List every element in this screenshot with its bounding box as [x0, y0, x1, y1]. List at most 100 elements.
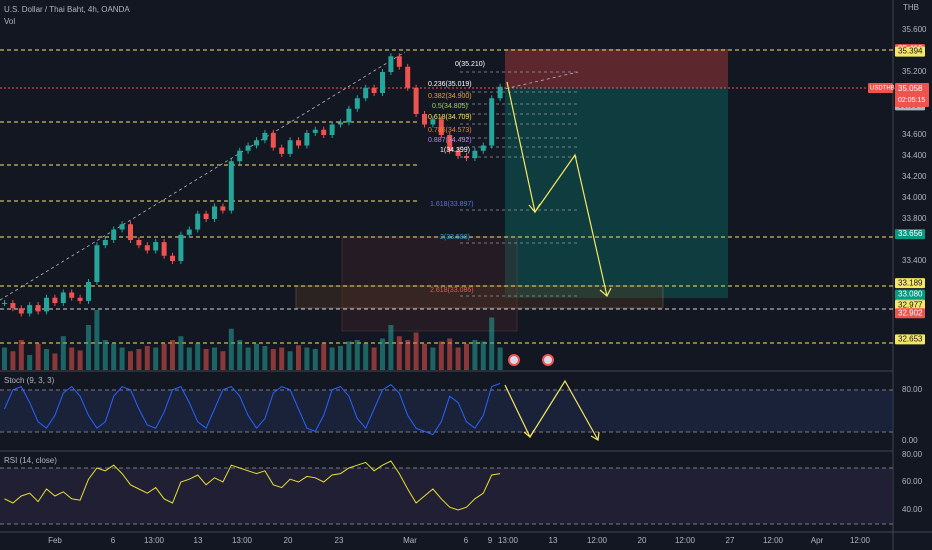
- time-label: 12:00: [587, 536, 608, 545]
- candle: [10, 303, 16, 309]
- candle: [270, 132, 276, 148]
- volume-bar: [396, 336, 402, 370]
- trend-line: [499, 71, 579, 91]
- price-tick-label: 34.000: [902, 193, 927, 202]
- volume-bar: [203, 349, 209, 370]
- price-tag: 32.902: [898, 308, 923, 317]
- arrowhead: [523, 429, 535, 438]
- volume-bar: [136, 349, 142, 370]
- time-label: Mar: [403, 536, 417, 545]
- candle: [170, 255, 175, 261]
- price-tag-bg: [895, 46, 925, 57]
- rsi-tick-label: 60.00: [902, 477, 923, 486]
- event-icon[interactable]: [508, 354, 520, 366]
- time-label: 9: [488, 536, 493, 545]
- volume-bar: [338, 346, 343, 370]
- countdown: 02:05:15: [898, 97, 925, 104]
- price-tag: 32.653: [898, 335, 923, 344]
- stoch-tick-label: 80.00: [902, 385, 923, 394]
- volume-bar: [178, 336, 184, 370]
- volume-bar: [128, 351, 133, 370]
- candle: [464, 156, 469, 159]
- zone-box: [295, 285, 664, 309]
- arrowhead: [528, 203, 541, 214]
- stoch-arrow: [504, 379, 599, 441]
- candle: [178, 234, 184, 261]
- fib-label: 0(35.210): [455, 61, 485, 68]
- stoch-band: [0, 390, 893, 432]
- fib-label: 2.618(33.086): [430, 287, 474, 294]
- candle: [422, 114, 427, 125]
- candle: [60, 292, 66, 303]
- volume-bar: [195, 343, 201, 370]
- rsi-band: [0, 468, 893, 524]
- candle: [94, 245, 100, 282]
- time-label: 20: [284, 536, 293, 545]
- volume-bar: [77, 350, 83, 370]
- candle: [245, 145, 251, 151]
- price-tick-label: 34.400: [902, 151, 927, 160]
- volume-bar: [430, 347, 436, 370]
- price-tag-bg: [895, 229, 925, 240]
- event-icon[interactable]: [542, 354, 554, 366]
- volume-bar: [270, 349, 276, 370]
- symbol-tag: USDTHB: [870, 86, 895, 92]
- symbol-title: U.S. Dollar / Thai Baht, 4h, OANDA: [4, 5, 130, 14]
- rsi-line: [4, 460, 501, 511]
- candle: [52, 297, 58, 303]
- candle: [153, 242, 159, 251]
- volume-bar: [60, 336, 66, 370]
- dynamic: 35.600 35.200 34.600 34.400 34.200 34.000 33.8…: [2, 25, 929, 545]
- price-tag-bg: [895, 278, 925, 289]
- rsi-tick-label: 80.00: [902, 450, 923, 459]
- price-tag-bg: [895, 289, 925, 300]
- candle: [438, 119, 444, 135]
- candle: [254, 140, 259, 146]
- price-tag-bg: [895, 300, 925, 311]
- zone-box: [341, 236, 518, 332]
- candle: [279, 147, 285, 154]
- candle: [312, 129, 318, 133]
- volume-bar: [405, 340, 411, 370]
- volume-bar: [480, 341, 486, 370]
- fib-label: 0.5(34.805): [432, 103, 468, 110]
- candle: [472, 150, 478, 159]
- volume-bar: [497, 347, 503, 370]
- rsi-tick-label: 40.00: [902, 505, 923, 514]
- volume-bar: [94, 310, 100, 370]
- volume-bar: [2, 347, 7, 370]
- volume-bar: [413, 332, 419, 370]
- volume-bar: [464, 343, 469, 370]
- fib-label: 1(34.399): [440, 147, 470, 154]
- price-tag: 33.080: [898, 290, 923, 299]
- time-label: 6: [464, 536, 469, 545]
- volume-bar: [455, 347, 461, 370]
- volume-bar: [363, 343, 369, 370]
- volume-bar: [472, 340, 478, 370]
- volume-bar: [144, 346, 150, 370]
- stop-zone: [505, 49, 728, 88]
- candle: [296, 140, 301, 146]
- currency-label: THB: [903, 3, 919, 12]
- candle: [329, 124, 335, 135]
- time-label: 12:00: [763, 536, 784, 545]
- candle: [304, 132, 310, 146]
- candle: [69, 292, 75, 298]
- volume-bar: [35, 343, 41, 370]
- volume-bar: [489, 317, 495, 370]
- price-tick-label: 35.600: [902, 25, 927, 34]
- candle: [413, 87, 419, 114]
- fib-label: 0.382(34.900): [428, 93, 472, 100]
- candle: [195, 213, 201, 230]
- price-tick-label: 34.600: [902, 130, 927, 139]
- fib-label: 0.618(34.709): [428, 114, 472, 121]
- volume-bar: [304, 347, 310, 370]
- price-tick-label: 35.200: [902, 67, 927, 76]
- candle: [119, 224, 125, 230]
- price-tag: 33.656: [898, 229, 923, 238]
- candle: [396, 56, 402, 67]
- candle: [363, 87, 369, 99]
- volume-bar: [212, 347, 217, 370]
- candle: [480, 145, 486, 151]
